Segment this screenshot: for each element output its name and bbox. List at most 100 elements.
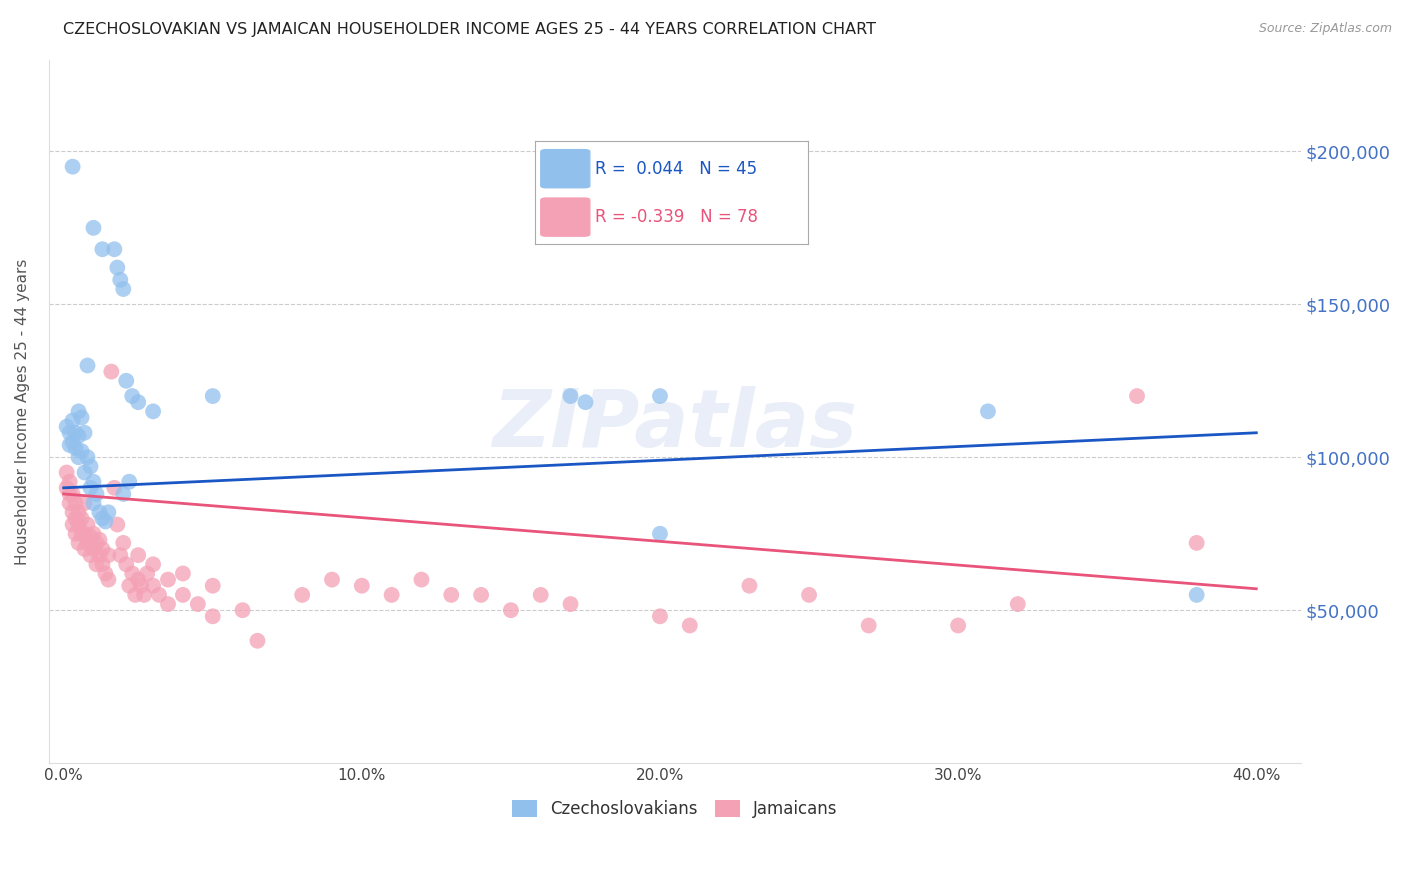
Point: [156, 573, 179, 587]
Point: [1126, 389, 1149, 403]
Point: [738, 579, 761, 593]
Text: R =  0.044   N = 45: R = 0.044 N = 45: [595, 160, 758, 178]
Point: [67, 429, 90, 443]
Point: [797, 588, 820, 602]
Point: [89, 533, 111, 547]
Point: [679, 618, 702, 632]
Point: [97, 548, 120, 562]
Point: [97, 573, 120, 587]
Point: [86, 558, 108, 572]
Point: [73, 496, 96, 510]
Point: [76, 359, 98, 373]
Point: [105, 517, 128, 532]
Point: [94, 515, 117, 529]
Point: [76, 517, 98, 532]
Point: [291, 588, 314, 602]
Point: [124, 588, 146, 602]
Point: [127, 548, 149, 562]
Point: [112, 282, 135, 296]
Point: [201, 579, 224, 593]
Point: [381, 588, 404, 602]
Point: [560, 597, 582, 611]
Point: [858, 618, 880, 632]
Point: [65, 511, 87, 525]
Point: [79, 481, 101, 495]
Point: [136, 566, 159, 581]
FancyBboxPatch shape: [541, 150, 591, 187]
Point: [79, 459, 101, 474]
Point: [59, 425, 82, 440]
Point: [55, 481, 77, 495]
Point: [76, 536, 98, 550]
Point: [977, 404, 1000, 418]
Point: [118, 475, 141, 489]
Point: [103, 242, 125, 256]
Point: [62, 160, 84, 174]
Point: [86, 487, 108, 501]
Point: [73, 425, 96, 440]
Point: [91, 558, 114, 572]
Point: [127, 573, 149, 587]
Point: [110, 548, 132, 562]
Point: [121, 389, 143, 403]
Point: [1185, 536, 1208, 550]
Point: [79, 548, 101, 562]
Point: [1007, 597, 1029, 611]
Point: [142, 579, 165, 593]
Point: [112, 487, 135, 501]
Point: [65, 441, 87, 455]
FancyBboxPatch shape: [541, 198, 591, 236]
Point: [1185, 588, 1208, 602]
Point: [62, 413, 84, 427]
Point: [67, 450, 90, 465]
Point: [82, 496, 104, 510]
Point: [100, 365, 122, 379]
Point: [65, 425, 87, 440]
Point: [201, 609, 224, 624]
Point: [142, 558, 165, 572]
Point: [946, 618, 969, 632]
Point: [499, 603, 522, 617]
Point: [91, 541, 114, 556]
Point: [65, 526, 87, 541]
Point: [73, 466, 96, 480]
Point: [70, 526, 93, 541]
Point: [70, 410, 93, 425]
Point: [76, 450, 98, 465]
Text: ZIPatlas: ZIPatlas: [492, 386, 858, 465]
Point: [440, 588, 463, 602]
Point: [110, 273, 132, 287]
Point: [70, 511, 93, 525]
Point: [321, 573, 343, 587]
Point: [411, 573, 433, 587]
Text: CZECHOSLOVAKIAN VS JAMAICAN HOUSEHOLDER INCOME AGES 25 - 44 YEARS CORRELATION CH: CZECHOSLOVAKIAN VS JAMAICAN HOUSEHOLDER …: [63, 22, 876, 37]
Point: [201, 389, 224, 403]
Point: [91, 511, 114, 525]
Point: [59, 438, 82, 452]
Point: [648, 389, 671, 403]
Point: [79, 530, 101, 544]
Point: [172, 588, 194, 602]
Point: [55, 419, 77, 434]
Point: [103, 481, 125, 495]
Point: [350, 579, 373, 593]
Point: [97, 505, 120, 519]
Point: [67, 517, 90, 532]
Point: [91, 242, 114, 256]
Text: Source: ZipAtlas.com: Source: ZipAtlas.com: [1258, 22, 1392, 36]
Point: [115, 558, 138, 572]
Point: [55, 466, 77, 480]
Point: [530, 588, 553, 602]
Point: [62, 434, 84, 449]
Point: [134, 588, 156, 602]
Point: [246, 633, 269, 648]
Point: [94, 566, 117, 581]
Point: [648, 526, 671, 541]
Point: [73, 526, 96, 541]
Point: [62, 505, 84, 519]
Point: [65, 496, 87, 510]
Point: [112, 536, 135, 550]
Point: [82, 526, 104, 541]
Point: [118, 579, 141, 593]
Point: [105, 260, 128, 275]
